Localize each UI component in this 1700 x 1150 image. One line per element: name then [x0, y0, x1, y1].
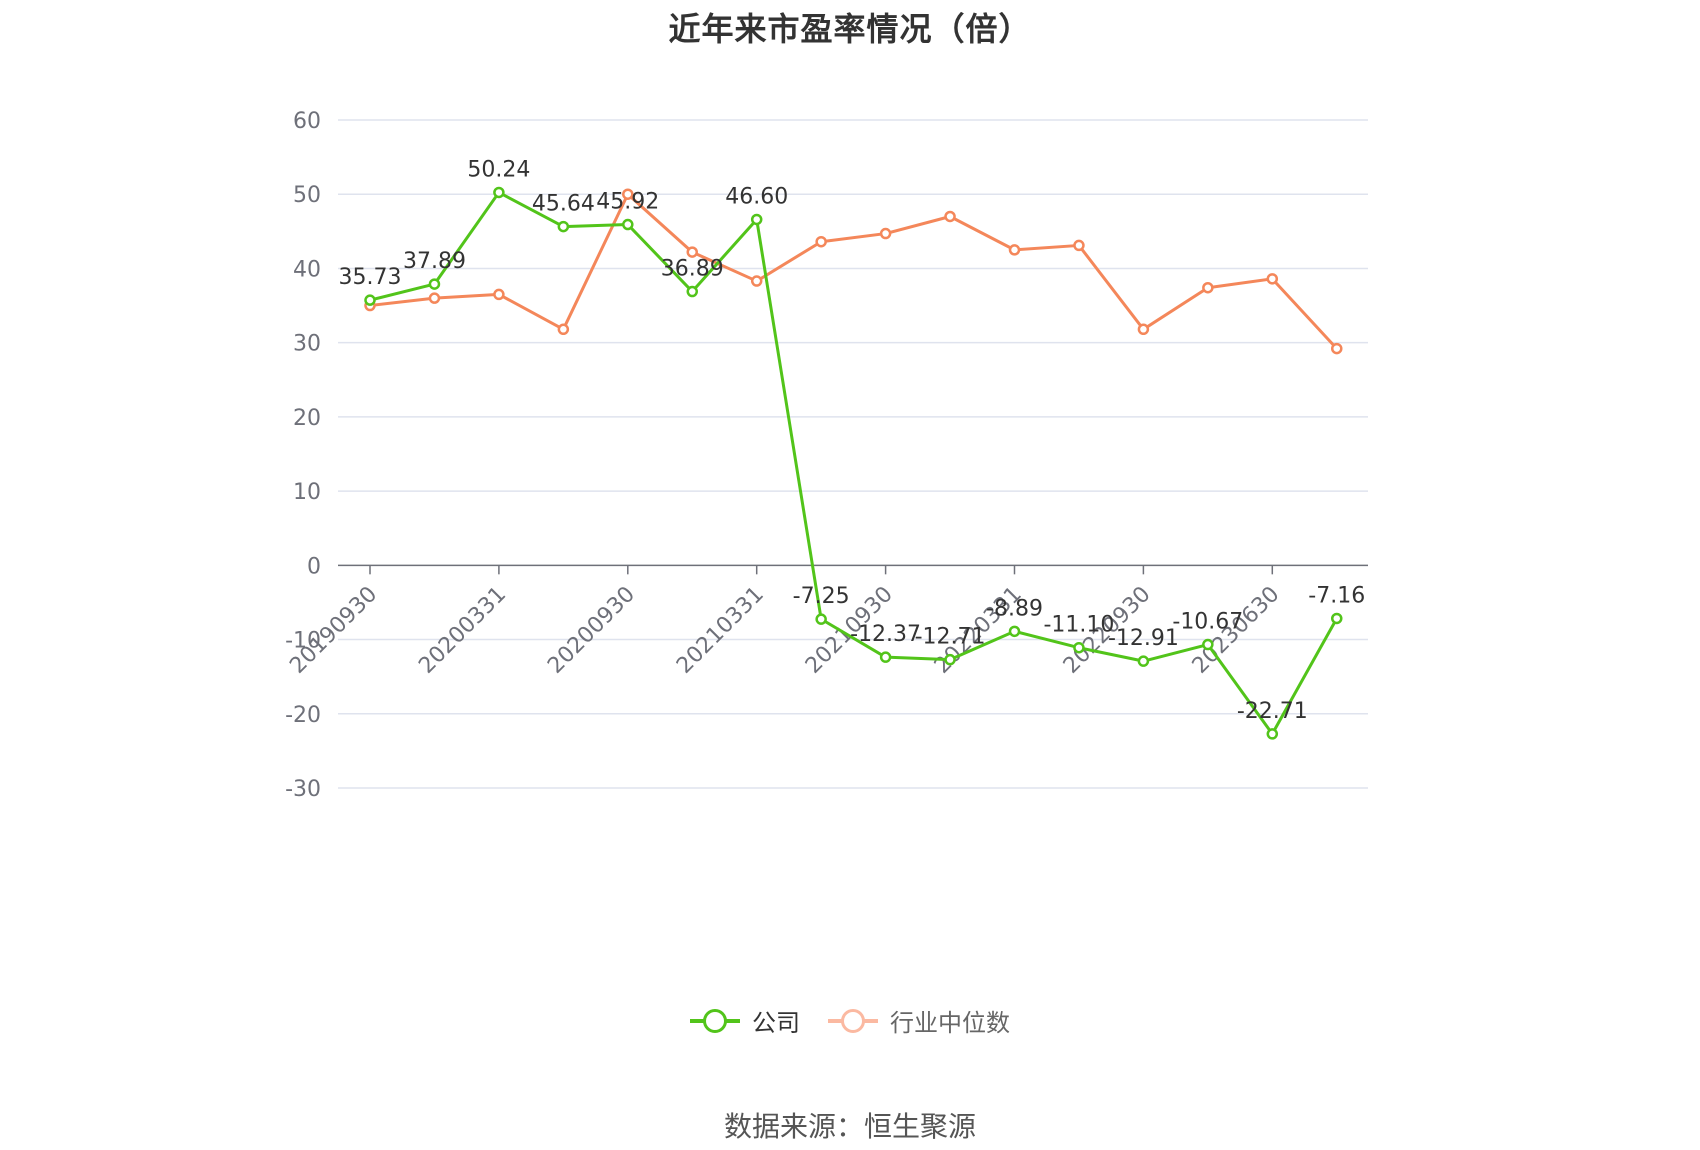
data-label-company: 36.89	[661, 257, 724, 282]
point-industry-median	[1008, 244, 1021, 256]
x-tick-label: 20200930	[543, 582, 640, 679]
data-source-note: 数据来源：恒生聚源	[723, 1110, 976, 1143]
data-label-company: -7.25	[793, 584, 850, 609]
data-label-company: -7.16	[1308, 583, 1365, 608]
point-company	[750, 213, 763, 226]
point-company	[686, 285, 698, 298]
point-company	[1202, 638, 1214, 651]
point-company	[879, 651, 892, 663]
series-line-industry-median	[369, 192, 1338, 350]
legend-swatch-industry-median	[828, 1008, 878, 1033]
chart-title: 近年来市盈率情况（倍）	[668, 10, 1032, 48]
y-tick-label: 10	[293, 480, 321, 505]
point-industry-median	[686, 246, 698, 258]
data-label-company: 37.89	[403, 249, 466, 274]
legend-item-company[interactable]: 公司	[690, 1003, 800, 1038]
legend-label-company: 公司	[752, 1009, 800, 1037]
point-industry-median	[493, 288, 505, 301]
legend-label-industry-median: 行业中位数	[890, 1009, 1010, 1037]
point-industry-median	[1073, 239, 1085, 252]
y-tick-label: 30	[293, 332, 321, 357]
point-company	[815, 613, 827, 625]
y-tick-label: -20	[285, 703, 321, 728]
point-industry-median	[428, 292, 441, 304]
series-points	[364, 186, 1343, 740]
point-company	[944, 653, 956, 666]
point-industry-median	[1202, 281, 1214, 294]
y-tick-label: 20	[293, 406, 321, 431]
point-company	[428, 278, 441, 290]
point-industry-median	[622, 188, 634, 200]
point-company	[364, 294, 376, 306]
point-company	[622, 218, 634, 231]
data-label-company: -11.10	[1043, 613, 1114, 638]
point-industry-median	[1137, 323, 1150, 336]
data-label-company: -12.37	[850, 622, 921, 647]
data-label-company: 45.64	[532, 192, 595, 217]
point-company	[1073, 641, 1085, 654]
data-label-company: 50.24	[467, 157, 530, 182]
point-company	[1008, 625, 1021, 638]
y-tick-label: 50	[293, 183, 321, 208]
y-tick-label: -10	[285, 629, 321, 654]
point-industry-median	[944, 210, 956, 223]
y-tick-label: -30	[285, 777, 321, 802]
point-industry-median	[1331, 342, 1343, 355]
point-industry-median	[1266, 273, 1279, 285]
point-company	[1331, 612, 1343, 625]
data-label-company: -8.89	[986, 596, 1043, 621]
point-company	[1266, 728, 1279, 740]
legend-swatch-company	[690, 1008, 740, 1033]
point-company	[1137, 655, 1150, 667]
grid-lines	[338, 119, 1368, 789]
x-tick-label: 20210331	[672, 582, 769, 679]
series-line-company	[369, 190, 1339, 736]
point-industry-median	[879, 227, 892, 240]
y-axis-ticks: 60 50 40 30 20 10 0 -10 -20 -30	[285, 109, 321, 802]
point-company	[557, 220, 570, 233]
data-label-company: -12.91	[1108, 626, 1179, 651]
x-tick-label: 20200331	[414, 582, 511, 679]
y-tick-label: 0	[307, 554, 321, 579]
point-industry-median	[557, 323, 570, 336]
legend-item-industry-median[interactable]: 行业中位数	[828, 1003, 1010, 1038]
point-company	[493, 186, 505, 199]
data-label-company: 46.60	[725, 184, 788, 209]
point-industry-median	[815, 235, 827, 248]
data-label-company: 35.73	[339, 265, 402, 290]
legend: 公司 行业中位数	[0, 1003, 1700, 1038]
data-label-company: 45.92	[596, 190, 659, 215]
data-label-company: -22.71	[1237, 699, 1308, 724]
data-label-company: -12.71	[915, 625, 986, 650]
series-lines	[369, 190, 1339, 736]
y-tick-label: 60	[293, 109, 321, 134]
x-axis-ticks: 20190930 20200331 20200930 20210331 20210930…	[285, 565, 1285, 679]
data-label-company: -10.67	[1172, 610, 1243, 635]
point-industry-median	[750, 275, 763, 287]
y-tick-label: 40	[293, 257, 321, 282]
